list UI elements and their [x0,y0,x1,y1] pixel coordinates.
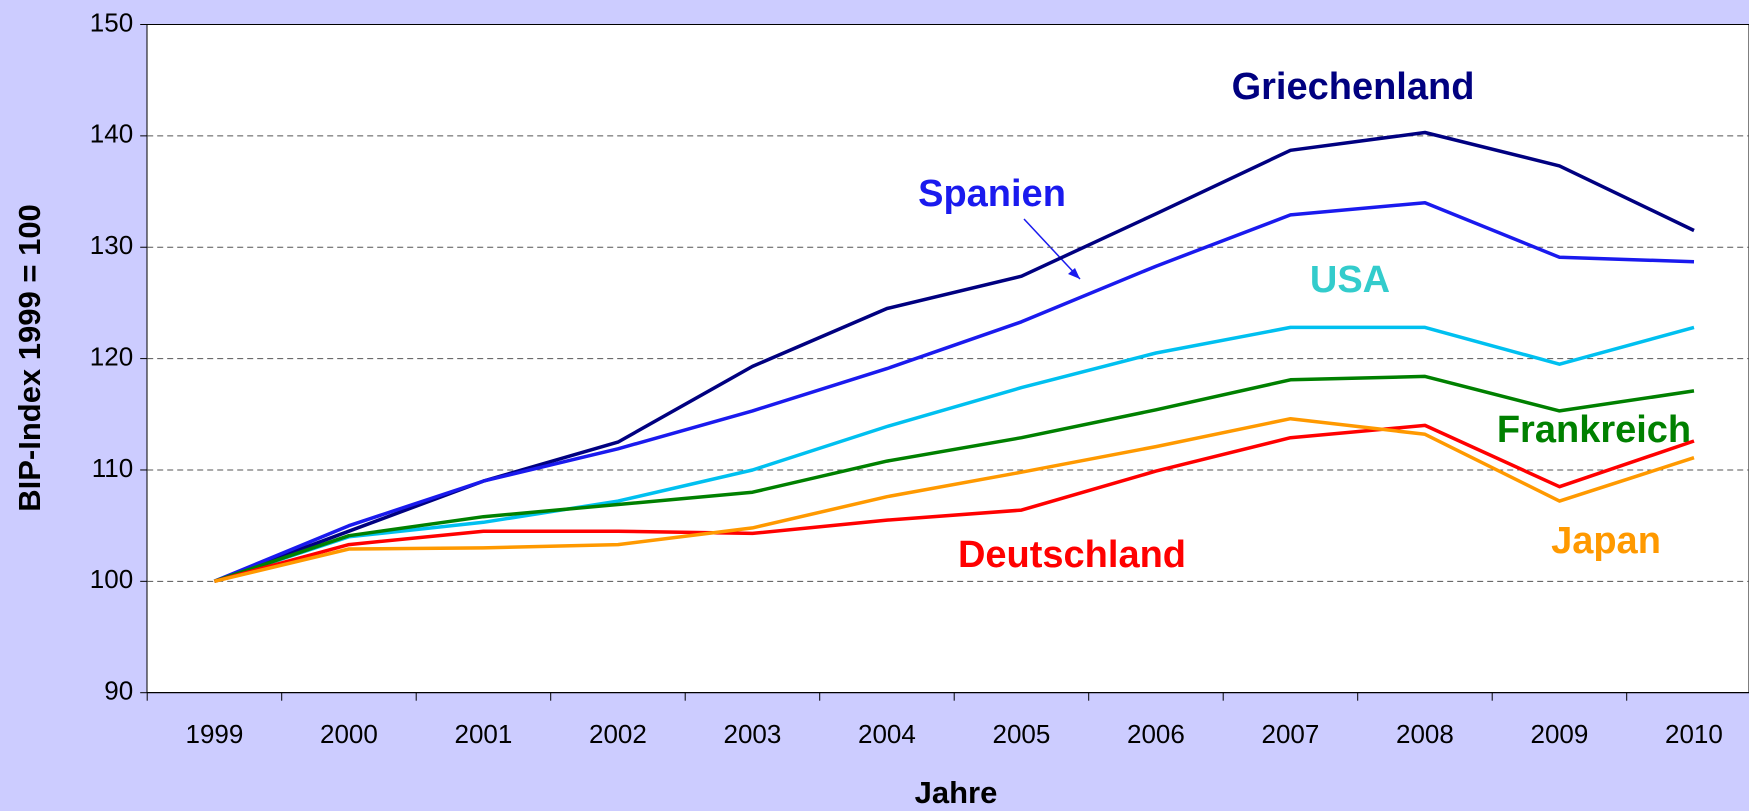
y-tick-label: 100 [90,564,133,594]
series-label: Spanien [918,173,1066,215]
series-line [213,416,1695,584]
series-line [213,200,1695,583]
series-line [213,325,1695,583]
x-tick-label: 2010 [1665,719,1723,749]
series-label: Japan [1551,520,1661,562]
y-tick-label: 110 [92,453,133,483]
y-tick-label: 140 [90,119,133,149]
y-tick-label: 120 [90,341,133,371]
series-label: Frankreich [1497,409,1691,451]
y-tick-label: 150 [90,7,133,37]
series-label: Griechenland [1232,66,1475,108]
x-tick-label: 2001 [455,719,513,749]
series-label: USA [1310,259,1390,301]
series-label: Deutschland [958,534,1186,576]
x-tick-label: 2000 [320,719,378,749]
x-tick-label: 1999 [186,719,244,749]
x-tick-label: 2009 [1531,719,1589,749]
x-tick-label: 2006 [1127,719,1185,749]
y-tick-label: 90 [104,676,133,706]
x-axis-title: Jahre [915,775,998,810]
x-tick-label: 2005 [993,719,1051,749]
x-tick-label: 2002 [589,719,647,749]
x-tick-label: 2008 [1396,719,1454,749]
y-tick-label: 130 [90,230,133,260]
x-tick-label: 2003 [724,719,782,749]
annotation-arrow [1023,218,1081,280]
series-line [213,423,1695,583]
y-axis-title: BIP-Index 1999 = 100 [12,204,47,512]
series-line [213,374,1695,583]
x-tick-label: 2004 [858,719,916,749]
x-tick-label: 2007 [1262,719,1320,749]
arrow-head [1068,268,1080,279]
